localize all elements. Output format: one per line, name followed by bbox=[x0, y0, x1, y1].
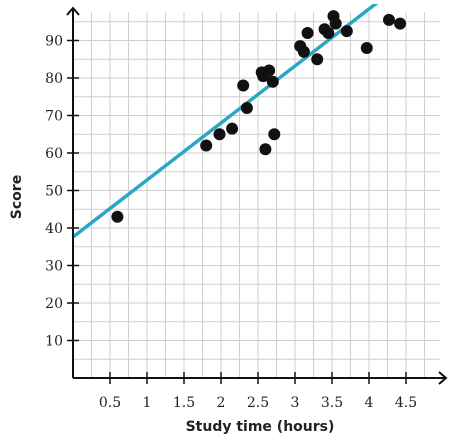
data-point bbox=[268, 128, 281, 141]
x-tick-label: 2.5 bbox=[247, 395, 269, 411]
x-tick-label: 0.5 bbox=[99, 395, 121, 411]
data-point bbox=[200, 139, 213, 152]
data-point bbox=[322, 27, 335, 39]
data-point bbox=[340, 25, 353, 38]
y-tick-label: 60 bbox=[45, 146, 63, 162]
y-tick-label: 30 bbox=[45, 259, 63, 275]
grid bbox=[73, 12, 440, 378]
y-tick-label: 10 bbox=[45, 334, 63, 350]
tick-labels: 0.5 1 1.5 2 2.5 3 3.5 4 4.5 10 20 30 40 50 60 70 80 90 bbox=[45, 34, 417, 412]
y-axis-arrow bbox=[66, 6, 80, 16]
data-point bbox=[311, 53, 324, 66]
data-point bbox=[329, 17, 342, 30]
x-tick-label: 4 bbox=[365, 395, 374, 411]
y-tick-label: 90 bbox=[45, 34, 63, 50]
data-point bbox=[360, 42, 373, 54]
data-point bbox=[237, 79, 250, 92]
data-point bbox=[266, 75, 279, 88]
x-tick-label: 3 bbox=[291, 395, 300, 411]
y-tick-label: 70 bbox=[45, 109, 63, 125]
trend-line bbox=[73, 4, 379, 239]
data-point bbox=[213, 128, 226, 141]
trend-line-group bbox=[73, 4, 379, 239]
data-point bbox=[382, 13, 395, 26]
x-axis-title: Study time (hours) bbox=[186, 419, 335, 435]
x-tick-label: 3.5 bbox=[321, 395, 343, 411]
y-tick-label: 20 bbox=[45, 296, 63, 312]
y-axis-title: Score bbox=[9, 175, 25, 219]
data-point bbox=[111, 210, 124, 223]
data-point bbox=[226, 122, 239, 135]
x-axis-arrow bbox=[438, 371, 448, 385]
data-point bbox=[301, 27, 314, 39]
data-point bbox=[259, 143, 272, 156]
x-tick-label: 1 bbox=[143, 395, 152, 411]
y-tick-label: 50 bbox=[45, 184, 63, 200]
data-point bbox=[394, 17, 407, 30]
data-point bbox=[297, 45, 310, 58]
x-tick-label: 4.5 bbox=[395, 395, 417, 411]
y-tick-label: 80 bbox=[45, 71, 63, 87]
y-tick-label: 40 bbox=[45, 221, 63, 237]
data-point bbox=[263, 64, 276, 77]
data-point bbox=[240, 102, 253, 114]
data-points bbox=[111, 10, 407, 223]
x-tick-label: 2 bbox=[217, 395, 226, 411]
x-tick-label: 1.5 bbox=[173, 395, 195, 411]
axes bbox=[66, 6, 448, 385]
